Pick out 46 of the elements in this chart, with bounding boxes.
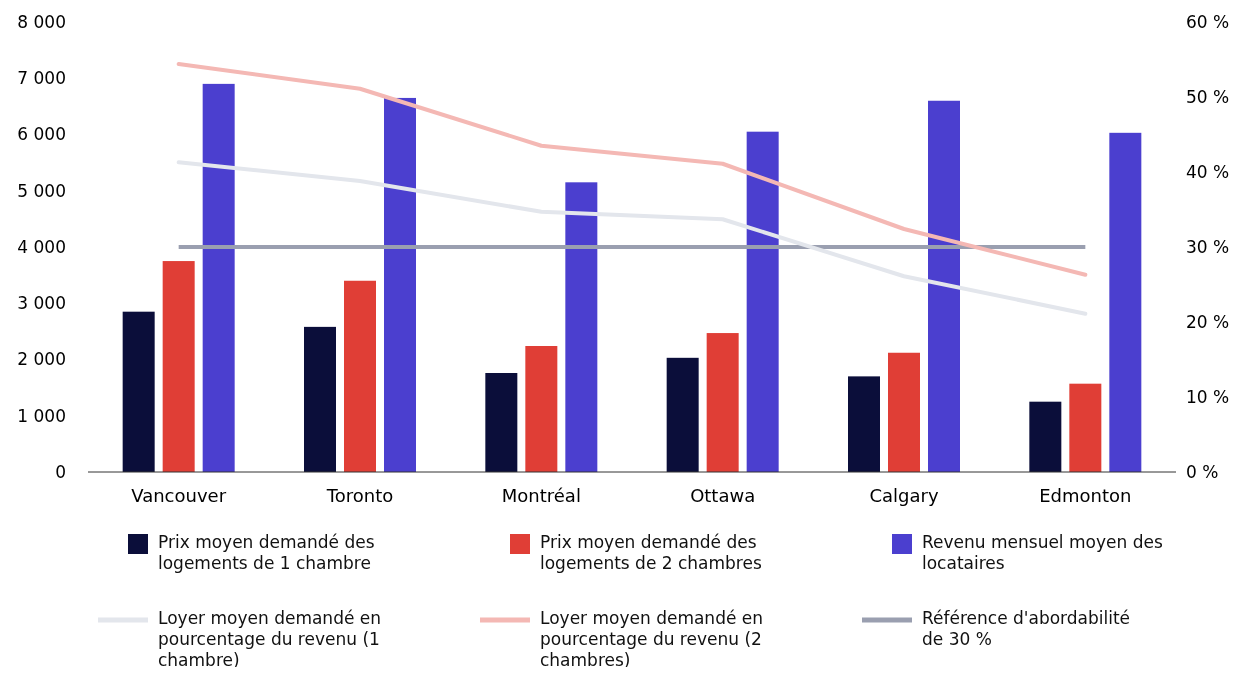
bar [1069, 383, 1102, 472]
bar [344, 280, 376, 472]
y2-tick-label: 40 % [1186, 161, 1230, 182]
legend-label: Prix moyen demandé des logements de 1 chambre [158, 532, 375, 573]
y-tick-label: 3 000 [17, 293, 66, 314]
bar [706, 333, 739, 472]
bar [525, 346, 558, 472]
y2-tick-label: 20 % [1186, 311, 1230, 332]
x-tick-label: Edmonton [1039, 485, 1132, 506]
y-tick-label: 1 000 [17, 405, 66, 426]
legend-label: Prix moyen demandé des logements de 2 chambres [540, 532, 762, 573]
bar [928, 100, 960, 472]
x-tick-label: Ottawa [690, 485, 756, 506]
y-tick-label: 0 [55, 461, 66, 482]
y-tick-label: 8 000 [17, 11, 66, 32]
y2-tick-label: 0 % [1186, 461, 1219, 482]
bar [202, 83, 235, 472]
bar [888, 352, 920, 472]
bar [384, 97, 416, 472]
bar [746, 131, 779, 472]
bar [848, 376, 880, 472]
y-tick-label: 2 000 [17, 349, 66, 370]
x-tick-label: Montréal [501, 485, 581, 506]
legend-label: Revenu mensuel moyen des locataires [922, 532, 1163, 573]
bar [485, 373, 518, 472]
y2-tick-label: 10 % [1186, 386, 1230, 407]
x-tick-label: Calgary [869, 485, 939, 506]
y-tick-label: 5 000 [17, 180, 66, 201]
y-tick-label: 4 000 [17, 236, 66, 257]
y2-tick-label: 60 % [1186, 11, 1230, 32]
bar [122, 311, 155, 472]
bar [1109, 132, 1142, 472]
y-tick-label: 6 000 [17, 124, 66, 145]
bar [162, 261, 195, 472]
y2-tick-label: 30 % [1186, 236, 1230, 257]
x-tick-label: Vancouver [131, 485, 227, 506]
bar [304, 326, 336, 472]
y-tick-label: 7 000 [17, 68, 66, 89]
bar [565, 182, 598, 472]
bar [1029, 401, 1062, 472]
x-tick-label: Toronto [325, 485, 394, 506]
line-series [176, 160, 1088, 316]
bar [666, 357, 699, 472]
legend-label: Référence d'abordabilité de 30 % [922, 608, 1131, 649]
y2-tick-label: 50 % [1186, 86, 1230, 107]
line-series [176, 62, 1088, 277]
